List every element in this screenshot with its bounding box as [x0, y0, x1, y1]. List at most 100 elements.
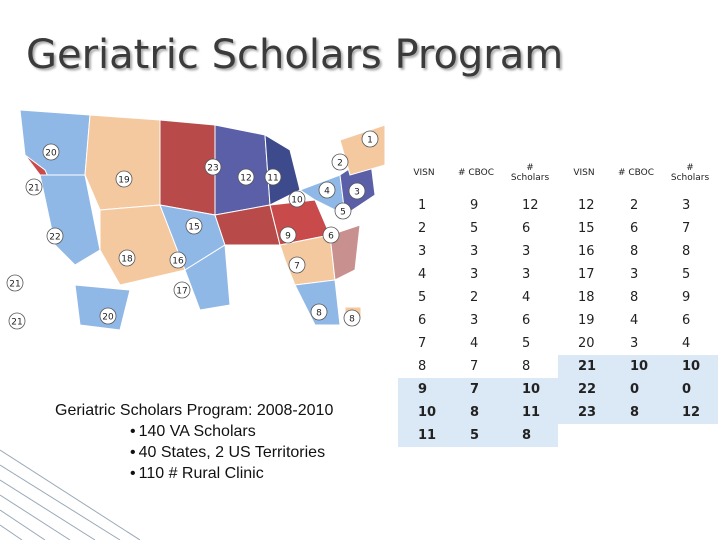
caption-bullet: 140 VA Scholars: [55, 421, 385, 442]
table-row: 2 5 6 15 6 7: [398, 217, 718, 240]
table-cell: 10: [398, 401, 450, 424]
visn-marker: [361, 130, 379, 148]
visn-label: 12: [240, 174, 251, 184]
header-cell: VISN: [413, 168, 435, 178]
table-cell: 11: [502, 401, 558, 424]
header-row: VISN # CBOC # Scholars VISN # CBOC # Scholars: [398, 152, 718, 194]
visn-label: 17: [176, 287, 187, 297]
visn-marker: [348, 182, 366, 200]
table-row: 7 4 5 20 3 4: [398, 332, 718, 355]
table-cell: 8: [450, 401, 502, 424]
table-row: 8 7 8 21 10 10: [398, 355, 718, 378]
visn-label: 5: [340, 208, 346, 218]
visn-label: 15: [188, 223, 199, 233]
table-row: 5 2 4 18 8 9: [398, 286, 718, 309]
header-cell: # CBOC: [457, 168, 495, 178]
table-cell: 6: [418, 313, 427, 328]
visn-table: VISN # CBOC # Scholars VISN # CBOC # Scholars…: [398, 152, 718, 447]
visn-marker: [288, 190, 306, 208]
visn-marker: [99, 307, 117, 325]
table-row: 3 3 3 16 8 8: [398, 240, 718, 263]
table-cell: 7: [682, 221, 691, 236]
visn-marker: [169, 251, 187, 269]
visn-marker: [42, 143, 60, 161]
table-cell: 17: [578, 267, 595, 282]
table-cell: 9: [398, 378, 450, 401]
visn-marker: [6, 274, 24, 292]
visn-label: 10: [291, 196, 303, 206]
table-cell: 5: [682, 267, 691, 282]
table-cell: 12: [522, 198, 539, 213]
table-cell: 8: [630, 290, 639, 305]
visn-label: 8: [349, 315, 355, 325]
header-cell: # CBOC: [617, 168, 655, 178]
visn-marker: [310, 303, 328, 321]
visn-label: 6: [328, 232, 334, 242]
table-cell: 3: [470, 244, 479, 259]
table-cell: 6: [522, 221, 531, 236]
visn-marker: [46, 227, 64, 245]
table-cell: 8: [682, 244, 691, 259]
table-cell: 5: [522, 336, 531, 351]
table-cell: 2: [418, 221, 427, 236]
table-cell: 8: [522, 359, 531, 374]
visn-marker: [204, 158, 222, 176]
visn-marker: [331, 153, 349, 171]
table-cell: 4: [630, 313, 639, 328]
visn-label: 21: [11, 318, 22, 328]
table-cell: 12: [578, 198, 595, 213]
visn-label: 18: [121, 255, 133, 265]
visn-marker: [288, 256, 306, 274]
table-cell: 22: [558, 378, 610, 401]
visn-label: 1: [367, 136, 373, 146]
visn-label: 11: [267, 174, 278, 184]
table-cell: 7: [450, 378, 502, 401]
visn-label: 16: [172, 257, 184, 267]
visn-marker: [173, 281, 191, 299]
visn-marker: [322, 226, 340, 244]
table-cell: 7: [470, 359, 479, 374]
table-cell: 5: [418, 290, 427, 305]
table-cell: 2: [470, 290, 479, 305]
table-cell: 9: [682, 290, 691, 305]
visn-label: 4: [324, 187, 330, 197]
table-cell: 0: [610, 378, 662, 401]
table-cell: 16: [578, 244, 595, 259]
slide-title: Geriatric Scholars Program: [26, 32, 564, 78]
table-cell: 2: [630, 198, 639, 213]
table-cell: 9: [470, 198, 479, 213]
table-row: 1 9 12 12 2 3: [398, 194, 718, 217]
visn-marker: [185, 217, 203, 235]
table-cell: 19: [578, 313, 595, 328]
visn-label: 8: [316, 309, 322, 319]
table-cell: 6: [682, 313, 691, 328]
visn-marker: [115, 170, 133, 188]
header-cell: # Scholars: [670, 163, 710, 183]
table-cell: 1: [418, 198, 427, 213]
visn-marker: [318, 181, 336, 199]
visn-marker: [334, 202, 352, 220]
visn-label: 21: [9, 280, 20, 290]
table-cell: 8: [418, 359, 427, 374]
table-cell: 23: [558, 401, 610, 424]
table-cell: 5: [450, 424, 502, 447]
table-cell: 4: [522, 290, 531, 305]
table-cell: 4: [682, 336, 691, 351]
table-cell: 10: [662, 355, 718, 378]
decoration: [0, 449, 140, 540]
table-cell: 3: [418, 244, 427, 259]
table-cell: 6: [522, 313, 531, 328]
table-row: 9 7 10 22 0 0: [398, 378, 718, 401]
visn-marker: [279, 226, 297, 244]
visn-marker: [237, 168, 255, 186]
table-row: 11 5 8: [398, 424, 718, 447]
table-row: 6 3 6 19 4 6: [398, 309, 718, 332]
table-cell: 10: [502, 378, 558, 401]
table-cell: 3: [470, 267, 479, 282]
visn-label: 21: [28, 184, 39, 194]
visn-label: 2: [337, 159, 343, 169]
visn-label: 22: [49, 233, 60, 243]
caption-bullet: 110 # Rural Clinic: [55, 463, 385, 484]
